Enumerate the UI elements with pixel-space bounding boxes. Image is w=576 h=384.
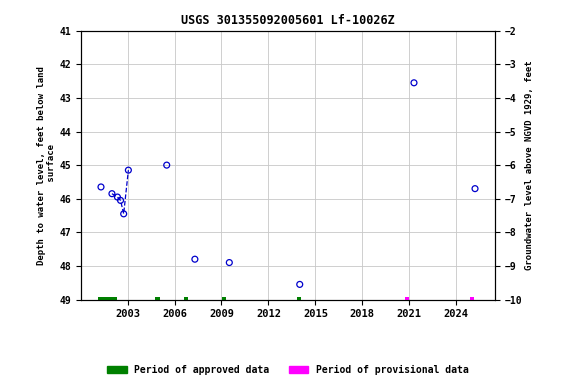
Point [295,281,304,288]
Bar [98,297,116,302]
Point [124,167,133,173]
Point [116,197,125,204]
Bar [471,297,474,302]
Point [410,80,419,86]
Y-axis label: Groundwater level above NGVD 1929, feet: Groundwater level above NGVD 1929, feet [525,60,535,270]
Legend: Period of approved data, Period of provisional data: Period of approved data, Period of provi… [103,361,473,379]
Point [96,184,105,190]
Bar [404,297,408,302]
Bar [155,297,160,302]
Bar [297,297,301,302]
Point [190,256,199,262]
Point [119,211,128,217]
Point [113,194,122,200]
Bar [184,297,188,302]
Point [225,260,234,266]
Point [162,162,171,168]
Bar [222,297,226,302]
Title: USGS 301355092005601 Lf-10026Z: USGS 301355092005601 Lf-10026Z [181,14,395,27]
Point [107,190,116,197]
Point [471,185,480,192]
Y-axis label: Depth to water level, feet below land
 surface: Depth to water level, feet below land su… [37,66,56,265]
